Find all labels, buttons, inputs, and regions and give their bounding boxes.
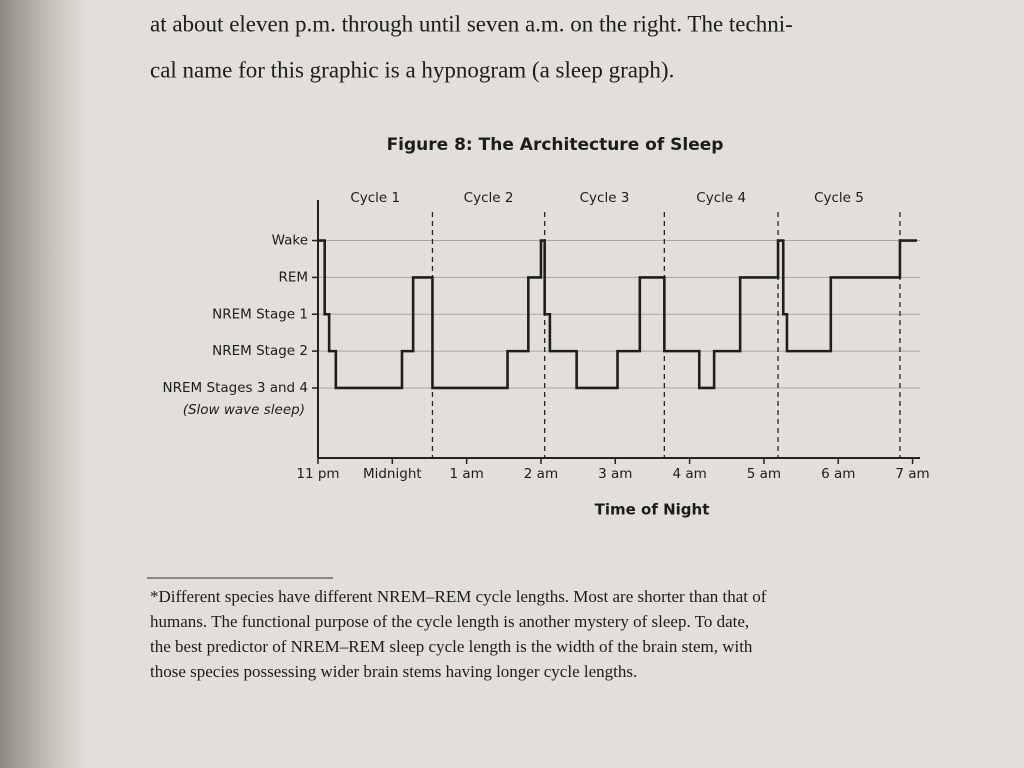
y-tick-label: REM	[278, 269, 308, 285]
y-tick-label: NREM Stage 2	[212, 343, 308, 359]
x-tick-label: 4 am	[672, 466, 706, 482]
annotation: (Slow wave sleep)	[183, 402, 305, 418]
x-tick-label: 6 am	[821, 466, 855, 482]
x-tick-label: 2 am	[524, 466, 558, 482]
x-tick-label: Midnight	[363, 466, 422, 482]
footnote-line: *Different species have different NREM–R…	[150, 587, 767, 606]
y-tick-label: NREM Stage 1	[212, 306, 308, 322]
x-tick-label: 5 am	[747, 466, 781, 482]
sleep-stage-line	[318, 239, 918, 390]
y-tick-label: Wake	[272, 233, 308, 249]
body-line: cal name for this graphic is a hypnogram…	[150, 57, 674, 82]
footnote-line: the best predictor of NREM–REM sleep cyc…	[150, 637, 753, 656]
x-tick-label: 7 am	[895, 466, 929, 482]
x-axis-title: Time of Night	[595, 501, 710, 519]
hypnogram: Wake REM NREM Stage 1 NREM Stage 2 NREM Stag…	[163, 190, 930, 482]
gutter	[0, 0, 90, 768]
cycle-label: Cycle 3	[580, 190, 630, 206]
x-tick-label: 11 pm	[296, 466, 339, 482]
footnote-line: those species possessing wider brain ste…	[150, 662, 637, 681]
x-tick-label: 1 am	[449, 466, 483, 482]
cycle-label: Cycle 2	[464, 190, 514, 206]
cycle-label: Cycle 5	[814, 190, 864, 206]
y-tick-label: NREM Stages 3 and 4	[163, 380, 308, 396]
cycle-label: Cycle 4	[696, 190, 746, 206]
x-tick-label: 3 am	[598, 466, 632, 482]
footnote-line: humans. The functional purpose of the cy…	[150, 612, 749, 631]
chart-title: Figure 8: The Architecture of Sleep	[387, 135, 724, 155]
body-line: at about eleven p.m. through until seven…	[150, 11, 793, 36]
cycle-label: Cycle 1	[350, 190, 400, 206]
